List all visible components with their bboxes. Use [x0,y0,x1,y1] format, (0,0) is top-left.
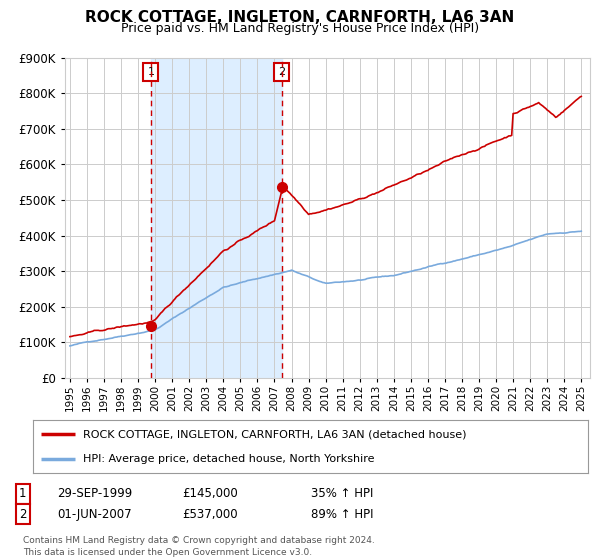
Text: Contains HM Land Registry data © Crown copyright and database right 2024.
This d: Contains HM Land Registry data © Crown c… [23,536,374,557]
Text: HPI: Average price, detached house, North Yorkshire: HPI: Average price, detached house, Nort… [83,454,374,464]
Text: ROCK COTTAGE, INGLETON, CARNFORTH, LA6 3AN: ROCK COTTAGE, INGLETON, CARNFORTH, LA6 3… [85,10,515,25]
Text: 01-JUN-2007: 01-JUN-2007 [58,507,132,521]
Text: £537,000: £537,000 [182,507,238,521]
Text: ROCK COTTAGE, INGLETON, CARNFORTH, LA6 3AN (detached house): ROCK COTTAGE, INGLETON, CARNFORTH, LA6 3… [83,430,466,440]
Text: £145,000: £145,000 [182,487,238,501]
Text: 2: 2 [278,67,285,77]
Text: Price paid vs. HM Land Registry's House Price Index (HPI): Price paid vs. HM Land Registry's House … [121,22,479,35]
Text: 2: 2 [19,507,26,521]
Text: 35% ↑ HPI: 35% ↑ HPI [311,487,373,501]
Text: 89% ↑ HPI: 89% ↑ HPI [311,507,373,521]
Text: 1: 1 [19,487,26,501]
Text: 29-SEP-1999: 29-SEP-1999 [58,487,133,501]
Text: 1: 1 [148,67,154,77]
Bar [151,58,281,378]
